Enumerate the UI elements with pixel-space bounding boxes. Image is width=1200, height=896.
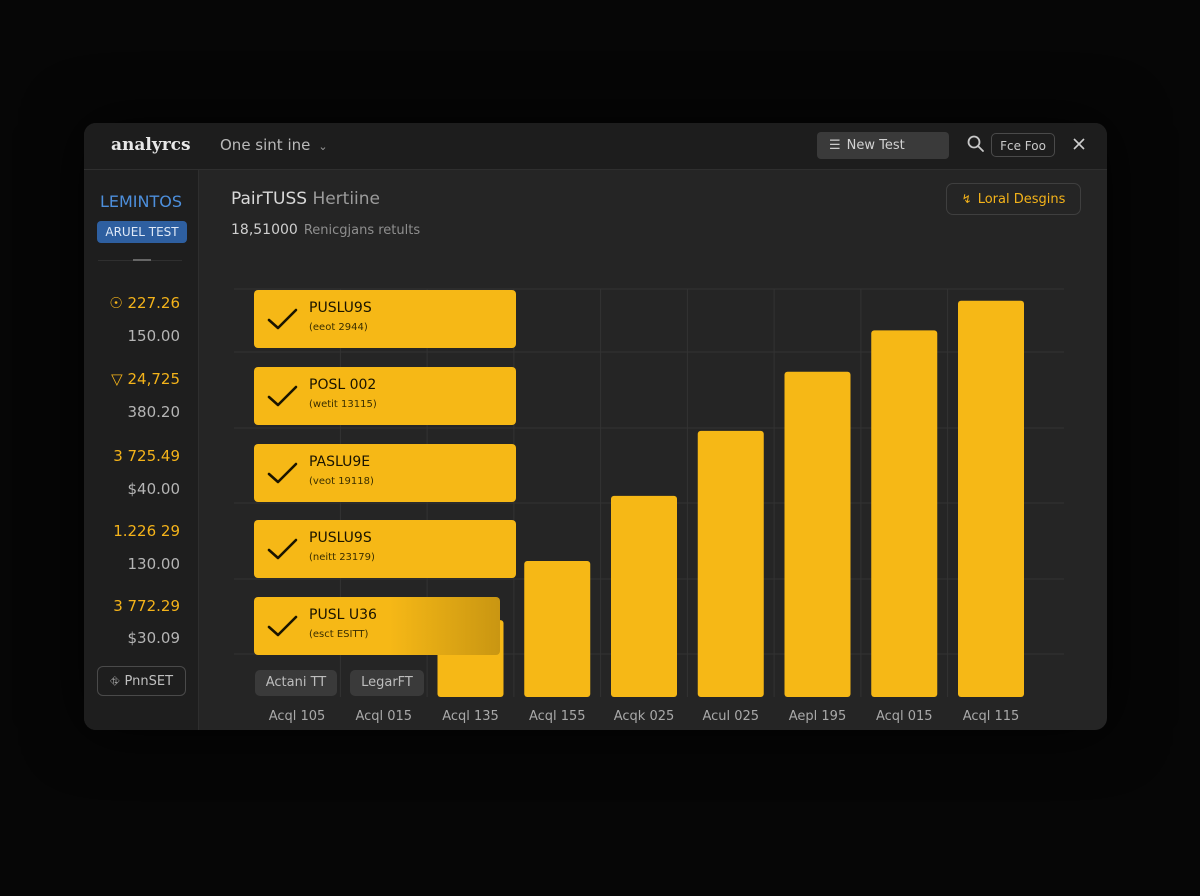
metric-1-value: ☉ 227.26 (109, 294, 180, 312)
chart-bar[interactable] (697, 430, 764, 697)
result-name: PUSLU9S (309, 530, 372, 546)
filter-chip[interactable]: Actani TT (255, 670, 337, 696)
x-tick-label: Acql 115 (963, 709, 1020, 723)
metric-3-sub: $40.00 (127, 480, 181, 498)
chart-bar[interactable] (784, 371, 851, 697)
bell-icon: ⛗ (109, 673, 120, 688)
checkmark-icon (267, 462, 298, 484)
sidebar-handle (133, 259, 151, 261)
x-tick-label: Acql 015 (876, 709, 933, 723)
coin-icon: ☉ (109, 294, 123, 312)
result-name: PUSL U36 (309, 607, 377, 623)
metric-2-sub: 380.20 (127, 403, 181, 421)
x-tick-label: Acql 015 (355, 709, 412, 723)
results-summary: 18,51000 Renicgjans retults (231, 222, 420, 238)
chart-bar[interactable] (524, 560, 591, 697)
result-card[interactable]: POSL 002 (wetit 13115) (254, 367, 516, 425)
metric-3-value: 3 725.49 (113, 447, 180, 465)
x-tick-label: Acql 135 (442, 709, 499, 723)
chart-bar[interactable] (871, 330, 938, 697)
page-title: PairTUSS Hertiine (231, 189, 380, 209)
metric-1-sub: 150.00 (127, 327, 181, 345)
filter-chip[interactable]: LegarFT (350, 670, 424, 696)
result-sub: (neitt 23179) (309, 552, 375, 563)
metric-4-value: 1.226 29 (113, 522, 180, 540)
chart-bar[interactable] (611, 495, 677, 697)
page-title-main: PairTUSS (231, 189, 308, 209)
filter-icon: ↯ (961, 192, 972, 206)
x-tick-label: Aepl 195 (789, 709, 846, 723)
chevron-down-icon: ⌄ (318, 140, 328, 153)
x-tick-label: Acql 155 (529, 709, 586, 723)
sidebar: LEMINTOS ARUEL TEST ☉ 227.26 150.00 ▽ 24… (84, 170, 199, 730)
result-card[interactable]: PUSLU9S (eeot 2944) (254, 290, 516, 348)
app-window: analyrcs One sint ine ⌄ ☰ New Test Fce Fo… (84, 123, 1107, 730)
summary-value: 18,51000 (231, 222, 298, 238)
result-card[interactable]: PUSLU9S (neitt 23179) (254, 520, 516, 578)
x-tick-label: Acql 105 (269, 709, 326, 723)
result-sub: (esct ESITT) (309, 629, 369, 640)
result-card[interactable]: PUSL U36 (esct ESITT) (254, 597, 500, 655)
view-selector[interactable]: One sint ine ⌄ (220, 136, 328, 154)
fee-button[interactable]: Fce Foo (991, 133, 1055, 157)
checkmark-icon (267, 385, 298, 407)
result-card[interactable]: PASLU9E (veot 19118) (254, 444, 516, 502)
list-icon: ☰ (829, 138, 841, 153)
checkmark-icon (267, 615, 298, 637)
search-icon[interactable] (966, 134, 986, 154)
preset-button[interactable]: ⛗ PnnSET (97, 666, 186, 696)
app-title: analyrcs (111, 135, 191, 155)
new-test-label: New Test (846, 138, 905, 153)
view-selector-label: One sint ine (220, 136, 311, 154)
result-name: PASLU9E (309, 454, 371, 470)
metric-5-sub: $30.09 (127, 629, 181, 647)
checkmark-icon (267, 308, 298, 330)
bar-chart: Acql 105 Acql 015 Acql 135 Acql 155 Acqk 025… (234, 288, 1064, 723)
x-tick-label: Acul 025 (702, 709, 759, 723)
page-title-sub: Hertiine (312, 189, 381, 209)
metric-5-value: 3 772.29 (113, 597, 180, 615)
summary-text: Renicgjans retults (303, 223, 421, 238)
sidebar-tag[interactable]: ARUEL TEST (97, 221, 187, 243)
local-designs-label: Loral Desgins (977, 191, 1066, 207)
x-tick-label: Acqk 025 (614, 709, 675, 723)
checkmark-icon (267, 538, 298, 560)
title-bar: analyrcs One sint ine ⌄ ☰ New Test Fce Fo… (84, 123, 1107, 170)
result-name: PUSLU9S (309, 300, 372, 316)
result-sub: (eeot 2944) (309, 322, 368, 333)
result-sub: (veot 19118) (309, 476, 374, 487)
sidebar-brand[interactable]: LEMINTOS (99, 192, 183, 211)
preset-label: PnnSET (124, 673, 174, 689)
result-sub: (wetit 13115) (309, 399, 377, 410)
metric-4-sub: 130.00 (127, 555, 181, 573)
metric-2-value: ▽ 24,725 (111, 370, 180, 388)
close-icon[interactable] (1071, 136, 1087, 152)
result-name: POSL 002 (309, 377, 377, 393)
local-designs-button[interactable]: ↯ Loral Desgins (946, 183, 1081, 215)
triangle-down-icon: ▽ (111, 370, 123, 388)
chart-bar[interactable] (958, 300, 1024, 697)
new-test-button[interactable]: ☰ New Test (817, 132, 949, 159)
